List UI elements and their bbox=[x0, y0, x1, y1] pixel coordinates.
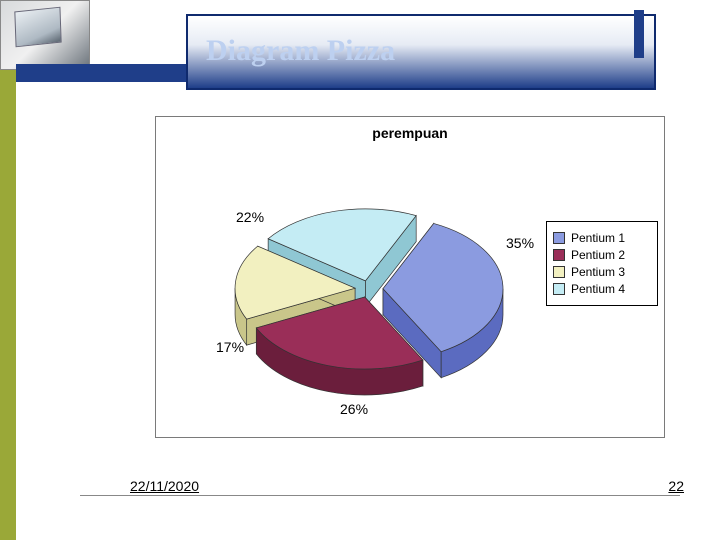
legend-label-2: Pentium 3 bbox=[571, 265, 625, 279]
legend-item-2: Pentium 3 bbox=[553, 265, 651, 279]
left-accent-bar bbox=[0, 0, 16, 540]
title-box: Diagram Pizza bbox=[186, 14, 656, 90]
chart-title: perempuan bbox=[156, 125, 664, 141]
corner-computer-image bbox=[0, 0, 90, 70]
legend-item-0: Pentium 1 bbox=[553, 231, 651, 245]
header-blue-strip bbox=[16, 64, 186, 82]
legend: Pentium 1 Pentium 2 Pentium 3 Pentium 4 bbox=[546, 221, 658, 306]
pie-svg bbox=[174, 153, 534, 423]
footer-page-number: 22 bbox=[668, 478, 684, 494]
legend-swatch-0 bbox=[553, 232, 565, 244]
pct-label-3: 22% bbox=[236, 209, 264, 225]
legend-label-0: Pentium 1 bbox=[571, 231, 625, 245]
chart-frame: perempuan 35% 26% 17% 22% Pentium 1 Pent… bbox=[155, 116, 665, 438]
legend-label-1: Pentium 2 bbox=[571, 248, 625, 262]
pct-label-0: 35% bbox=[506, 235, 534, 251]
pct-label-1: 26% bbox=[340, 401, 368, 417]
legend-swatch-3 bbox=[553, 283, 565, 295]
footer-underline bbox=[80, 495, 680, 496]
title-pillar-decoration bbox=[634, 10, 644, 58]
legend-swatch-2 bbox=[553, 266, 565, 278]
legend-label-3: Pentium 4 bbox=[571, 282, 625, 296]
footer-date: 22/11/2020 bbox=[130, 478, 199, 494]
pct-label-2: 17% bbox=[216, 339, 244, 355]
legend-item-1: Pentium 2 bbox=[553, 248, 651, 262]
legend-swatch-1 bbox=[553, 249, 565, 261]
legend-item-3: Pentium 4 bbox=[553, 282, 651, 296]
pie-chart: 35% 26% 17% 22% bbox=[174, 153, 534, 423]
slide-title: Diagram Pizza bbox=[206, 34, 395, 68]
